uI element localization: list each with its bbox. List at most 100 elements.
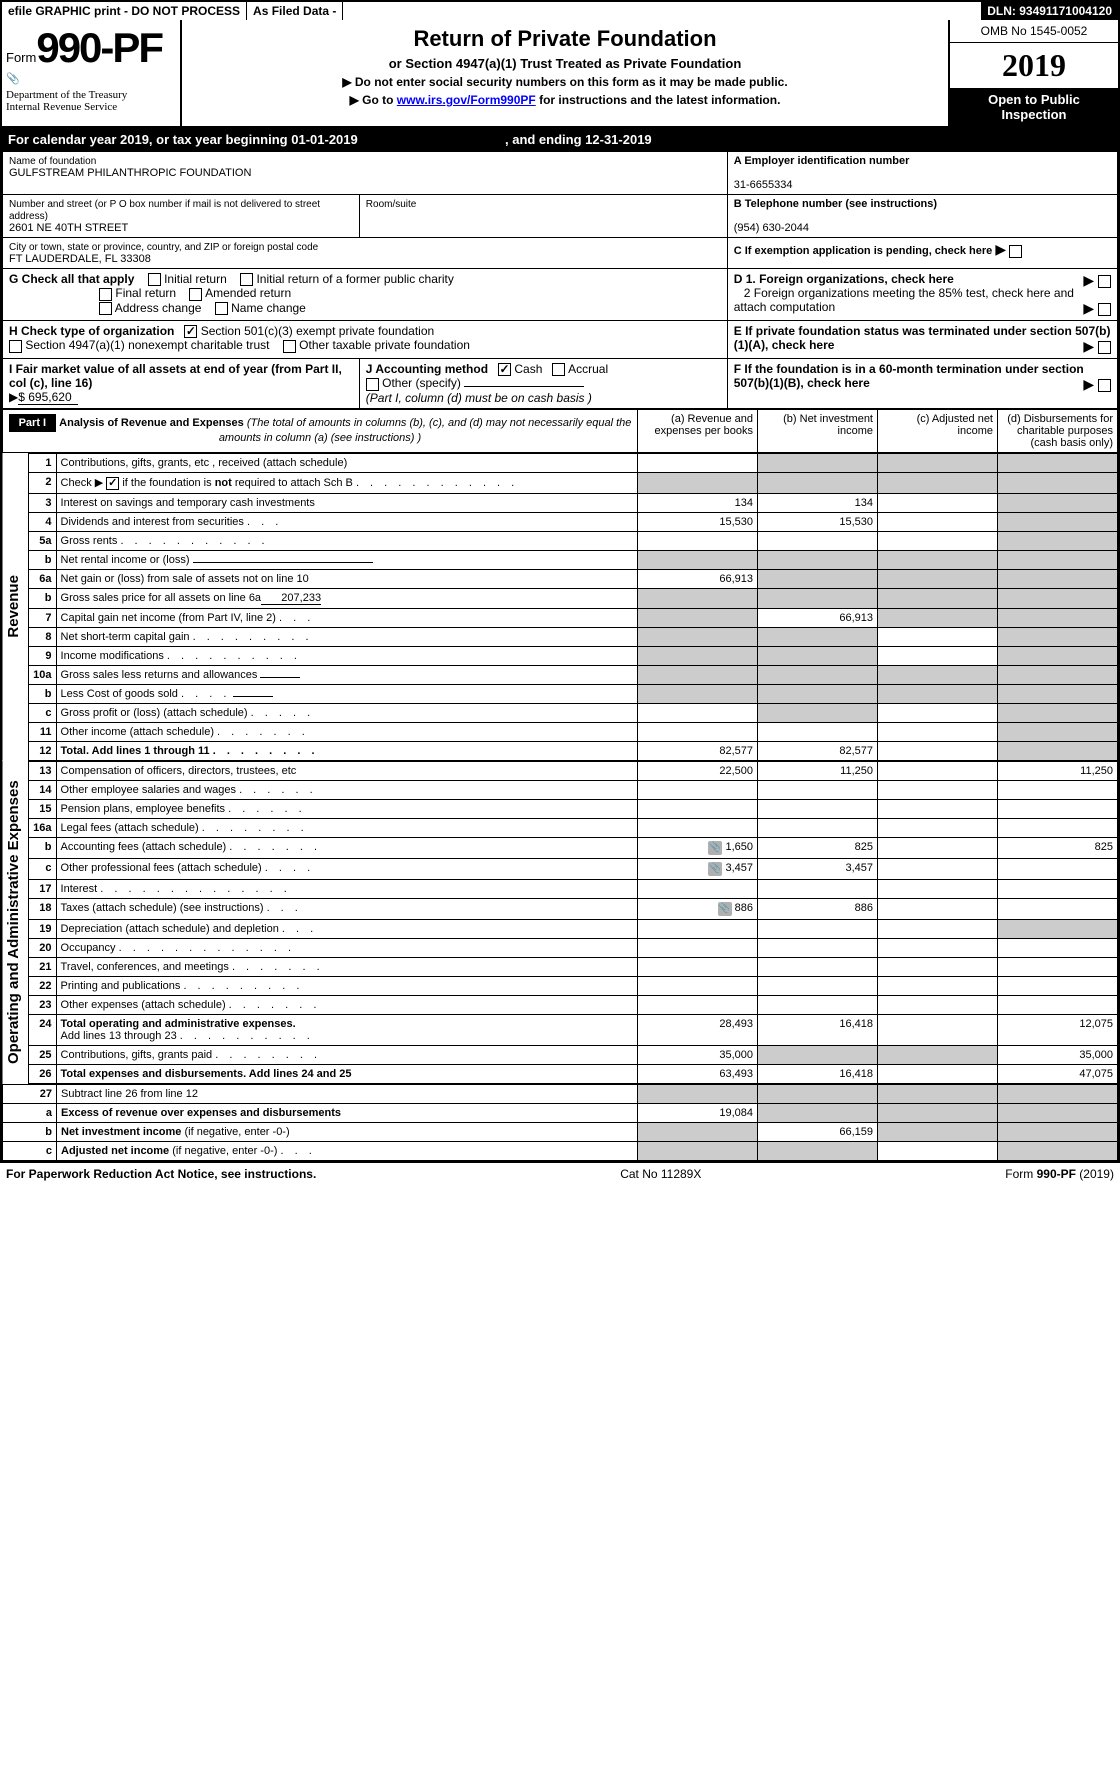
part1-header-table: Part I Analysis of Revenue and Expenses … bbox=[2, 409, 1118, 453]
row-20: 20Occupancy . . . . . . . . . . . . . bbox=[28, 938, 1117, 957]
row-16b: bAccounting fees (attach schedule) . . .… bbox=[28, 837, 1117, 858]
attach-icon[interactable]: 📎 bbox=[708, 862, 722, 876]
part1-label: Part I bbox=[9, 414, 57, 432]
cb-501c3[interactable] bbox=[184, 325, 197, 338]
page-footer: For Paperwork Reduction Act Notice, see … bbox=[0, 1163, 1120, 1185]
col-a-header: (a) Revenue and expenses per books bbox=[638, 410, 758, 453]
row-19: 19Depreciation (attach schedule) and dep… bbox=[28, 919, 1117, 938]
col-c-header: (c) Adjusted net income bbox=[878, 410, 998, 453]
row-22: 22Printing and publications . . . . . . … bbox=[28, 976, 1117, 995]
ein-value: 31-6655334 bbox=[734, 179, 793, 191]
city-cell: City or town, state or province, country… bbox=[3, 238, 728, 269]
row-13: 13Compensation of officers, directors, t… bbox=[28, 761, 1117, 780]
cb-final[interactable] bbox=[99, 288, 112, 301]
row-21: 21Travel, conferences, and meetings . . … bbox=[28, 957, 1117, 976]
section-e: E If private foundation status was termi… bbox=[727, 321, 1117, 359]
instruction-1: ▶ Do not enter social security numbers o… bbox=[188, 75, 942, 89]
phone-value: (954) 630-2044 bbox=[734, 222, 809, 234]
row-2: 2Check ▶ if the foundation is not requir… bbox=[28, 473, 1117, 494]
attach-icon: 📎 bbox=[6, 73, 20, 85]
street-address: 2601 NE 40TH STREET bbox=[9, 222, 128, 234]
row-16a: 16aLegal fees (attach schedule) . . . . … bbox=[28, 818, 1117, 837]
expenses-section: Operating and Administrative Expenses 13… bbox=[2, 761, 1118, 1084]
cb-sch-b[interactable] bbox=[106, 477, 119, 490]
section-d: D 1. Foreign organizations, check here ▶… bbox=[727, 269, 1117, 321]
section-f: F If the foundation is in a 60-month ter… bbox=[727, 359, 1117, 409]
cb-other-tax[interactable] bbox=[283, 340, 296, 353]
cb-initial-former[interactable] bbox=[240, 273, 253, 286]
ein-cell: A Employer identification number 31-6655… bbox=[727, 152, 1117, 195]
row-18: 18Taxes (attach schedule) (see instructi… bbox=[28, 898, 1117, 919]
dln: DLN: 93491171004120 bbox=[981, 2, 1118, 20]
cb-amended[interactable] bbox=[189, 288, 202, 301]
section-c: C If exemption application is pending, c… bbox=[727, 238, 1117, 269]
asfiled-label: As Filed Data - bbox=[247, 2, 343, 20]
room-cell: Room/suite bbox=[359, 195, 727, 238]
foundation-name: GULFSTREAM PHILANTHROPIC FOUNDATION bbox=[9, 167, 251, 179]
row-4: 4Dividends and interest from securities … bbox=[28, 512, 1117, 531]
tax-year: 2019 bbox=[950, 43, 1118, 88]
row-8: 8Net short-term capital gain . . . . . .… bbox=[28, 627, 1117, 646]
cb-cash[interactable] bbox=[498, 363, 511, 376]
cb-other-method[interactable] bbox=[366, 378, 379, 391]
calendar-year-row: For calendar year 2019, or tax year begi… bbox=[2, 128, 1118, 151]
row-25: 25Contributions, gifts, grants paid . . … bbox=[28, 1045, 1117, 1064]
department-label: Department of the Treasury Internal Reve… bbox=[6, 89, 176, 113]
attach-icon[interactable]: 📎 bbox=[718, 902, 732, 916]
section-j: J Accounting method Cash Accrual Other (… bbox=[359, 359, 727, 409]
row-23: 23Other expenses (attach schedule) . . .… bbox=[28, 995, 1117, 1014]
row-3: 3Interest on savings and temporary cash … bbox=[28, 493, 1117, 512]
revenue-section: Revenue 1Contributions, gifts, grants, e… bbox=[2, 453, 1118, 761]
cb-addr-change[interactable] bbox=[99, 302, 112, 315]
row-16c: cOther professional fees (attach schedul… bbox=[28, 858, 1117, 879]
footer-mid: Cat No 11289X bbox=[620, 1167, 701, 1181]
row-10b: bLess Cost of goods sold . . . . bbox=[28, 684, 1117, 703]
section-i: I Fair market value of all assets at end… bbox=[3, 359, 360, 409]
section-h: H Check type of organization Section 501… bbox=[3, 321, 728, 359]
row-10a: 10aGross sales less returns and allowanc… bbox=[28, 665, 1117, 684]
row-15: 15Pension plans, employee benefits . . .… bbox=[28, 799, 1117, 818]
row-26: 26Total expenses and disbursements. Add … bbox=[28, 1064, 1117, 1083]
phone-cell: B Telephone number (see instructions) (9… bbox=[727, 195, 1117, 238]
row-5b: bNet rental income or (loss) bbox=[28, 550, 1117, 569]
cb-4947[interactable] bbox=[9, 340, 22, 353]
row-6b: bGross sales price for all assets on lin… bbox=[28, 588, 1117, 608]
fmv-value: $ 695,620 bbox=[18, 390, 78, 405]
cb-f[interactable] bbox=[1098, 379, 1111, 392]
cb-initial[interactable] bbox=[148, 273, 161, 286]
col-d-header: (d) Disbursements for charitable purpose… bbox=[998, 410, 1118, 453]
topbar-spacer bbox=[343, 2, 981, 20]
form-header: Form 990-PF 📎 Department of the Treasury… bbox=[2, 20, 1118, 128]
col-b-header: (b) Net investment income bbox=[758, 410, 878, 453]
inspection-label: Open to Public Inspection bbox=[950, 88, 1118, 126]
info-table: Name of foundation GULFSTREAM PHILANTHRO… bbox=[2, 151, 1118, 409]
cb-name-change[interactable] bbox=[215, 302, 228, 315]
row-27: 27Subtract line 26 from line 12 bbox=[3, 1084, 1118, 1103]
form-number: Form 990-PF bbox=[6, 24, 176, 72]
row-5a: 5aGross rents . . . . . . . . . . . bbox=[28, 531, 1117, 550]
cb-accrual[interactable] bbox=[552, 363, 565, 376]
row-11: 11Other income (attach schedule) . . . .… bbox=[28, 722, 1117, 741]
omb-number: OMB No 1545-0052 bbox=[950, 20, 1118, 43]
checkbox-c[interactable] bbox=[1009, 245, 1022, 258]
row-9: 9Income modifications . . . . . . . . . … bbox=[28, 646, 1117, 665]
efile-label: efile GRAPHIC print - DO NOT PROCESS bbox=[2, 2, 247, 20]
irs-link[interactable]: www.irs.gov/Form990PF bbox=[397, 93, 536, 107]
cb-d2[interactable] bbox=[1098, 303, 1111, 316]
row-1: 1Contributions, gifts, grants, etc , rec… bbox=[28, 454, 1117, 473]
net-section: 27Subtract line 26 from line 12 aExcess … bbox=[2, 1084, 1118, 1161]
row-27c: cAdjusted net income (if negative, enter… bbox=[3, 1141, 1118, 1160]
form-subtitle: or Section 4947(a)(1) Trust Treated as P… bbox=[188, 56, 942, 71]
cb-e[interactable] bbox=[1098, 341, 1111, 354]
row-10c: cGross profit or (loss) (attach schedule… bbox=[28, 703, 1117, 722]
row-7: 7Capital gain net income (from Part IV, … bbox=[28, 608, 1117, 627]
row-17: 17Interest . . . . . . . . . . . . . . bbox=[28, 879, 1117, 898]
header-left: Form 990-PF 📎 Department of the Treasury… bbox=[2, 20, 182, 126]
attach-icon[interactable]: 📎 bbox=[708, 841, 722, 855]
row-14: 14Other employee salaries and wages . . … bbox=[28, 780, 1117, 799]
row-27a: aExcess of revenue over expenses and dis… bbox=[3, 1103, 1118, 1122]
section-g: G Check all that apply Initial return In… bbox=[3, 269, 728, 321]
instruction-2: ▶ Go to www.irs.gov/Form990PF for instru… bbox=[188, 93, 942, 107]
row-12: 12Total. Add lines 1 through 11 . . . . … bbox=[28, 741, 1117, 760]
cb-d1[interactable] bbox=[1098, 275, 1111, 288]
